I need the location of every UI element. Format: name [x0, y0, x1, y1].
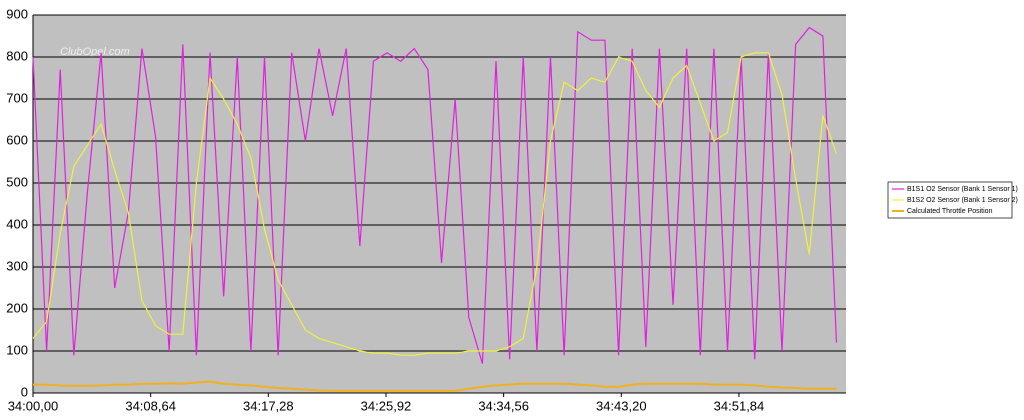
y-tick-label: 0: [21, 384, 28, 399]
x-tick-label: 34:00,00: [8, 398, 59, 413]
y-tick-label: 700: [6, 90, 28, 105]
watermark: ClubOpel.com: [60, 46, 130, 58]
y-tick-label: 100: [6, 342, 28, 357]
legend-label: B1S2 O2 Sensor (Bank 1 Sensor 2): [907, 197, 1018, 204]
y-tick-label: 400: [6, 216, 28, 231]
y-tick-label: 300: [6, 258, 28, 273]
y-tick-label: 500: [6, 174, 28, 189]
series-line: [33, 380, 837, 392]
series-line: [32, 52, 838, 356]
y-tick-label: 200: [6, 300, 28, 315]
x-tick-label: 34:34,56: [478, 398, 529, 413]
plot-area: [33, 15, 846, 393]
x-tick-label: 34:08,64: [125, 398, 176, 413]
legend: [887, 181, 1013, 219]
legend-label: Calculated Throttle Position: [907, 208, 993, 215]
legend-label: B1S1 O2 Sensor (Bank 1 Sensor 1): [907, 186, 1018, 193]
x-tick-label: 34:17,28: [243, 398, 294, 413]
x-tick-label: 34:51,84: [714, 398, 765, 413]
y-tick-label: 900: [6, 6, 28, 21]
y-tick-label: 600: [6, 132, 28, 147]
x-tick-label: 34:25,92: [361, 398, 412, 413]
y-tick-label: 800: [6, 48, 28, 63]
x-tick-label: 34:43,20: [596, 398, 647, 413]
series-line: [32, 26, 838, 364]
